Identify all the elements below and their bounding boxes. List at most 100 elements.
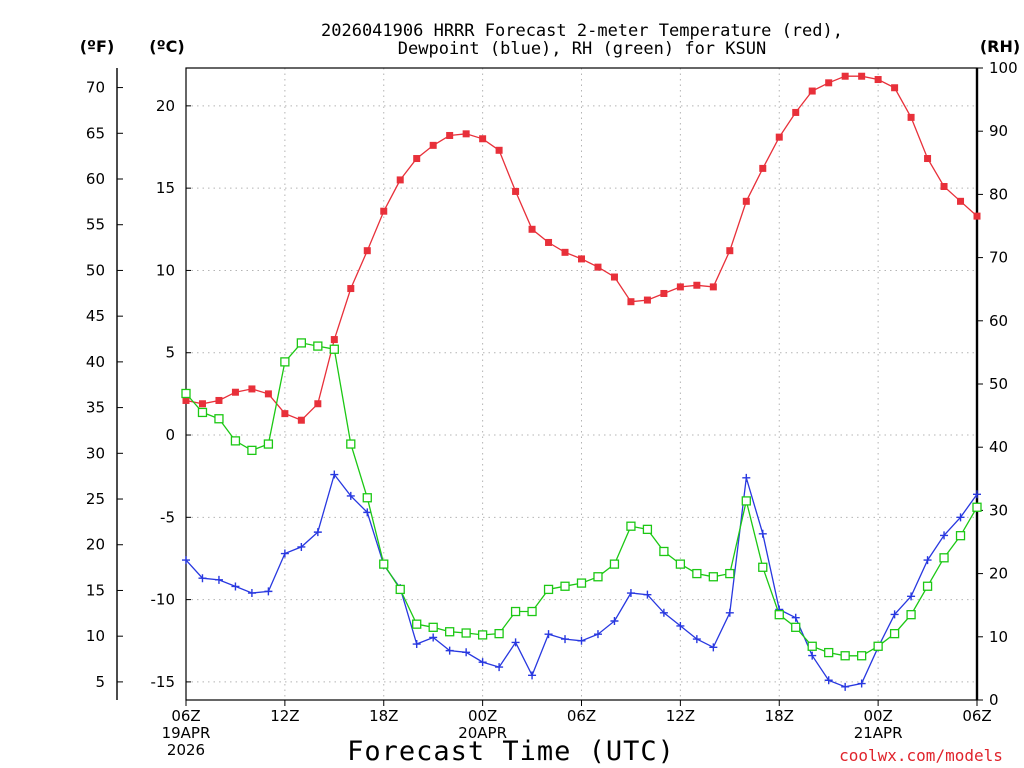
rh-point [659, 546, 669, 557]
temperature-point [182, 396, 190, 404]
rh-point [626, 521, 636, 531]
rh-point [214, 414, 224, 424]
dewpoint-point [907, 592, 916, 601]
temperature-point [759, 164, 767, 172]
chart-title-line-1: 2026041906 HRRR Forecast 2-meter Tempera… [321, 21, 843, 41]
temperature-point [858, 72, 866, 80]
celsius-unit-label: (ºC) [149, 37, 184, 56]
rh-point [576, 578, 587, 588]
celsius-tick-label: 0 [165, 426, 175, 444]
dewpoint-point [956, 513, 965, 522]
series-layer [181, 72, 982, 691]
celsius-tick-label: -15 [151, 673, 176, 691]
dewpoint-point [231, 582, 240, 591]
temperature-point [973, 212, 981, 220]
rh-point [461, 628, 471, 638]
dewpoint-point [363, 508, 372, 517]
rh-point [346, 439, 356, 449]
temperature-point [512, 187, 520, 195]
fahrenheit-tick-label: 30 [86, 444, 105, 462]
rh-point [972, 502, 982, 512]
rh-point [560, 581, 570, 591]
rh-point [230, 436, 241, 446]
dewpoint-point [824, 676, 833, 685]
fahrenheit-tick-label: 15 [86, 581, 105, 599]
temperature-point [462, 130, 470, 138]
temperature-point [594, 263, 602, 271]
temperature-point [907, 113, 915, 121]
fahrenheit-unit-label: (ºF) [80, 37, 115, 56]
fahrenheit-tick-label: 50 [86, 261, 105, 279]
rh-point [758, 562, 768, 572]
dewpoint-point [247, 589, 256, 598]
temperature-point [495, 146, 503, 154]
dewpoint-point [626, 589, 635, 598]
dewpoint-point [462, 648, 471, 657]
fahrenheit-tick-label: 5 [95, 673, 105, 691]
time-tick-label: 06Z [567, 707, 596, 725]
rh-tick-label: 70 [989, 249, 1008, 267]
dewpoint-point [643, 590, 652, 599]
dewpoint-point [577, 636, 586, 645]
temperature-point [775, 133, 783, 141]
temperature-point [693, 281, 701, 289]
rh-point [477, 630, 488, 640]
temperature-point [198, 400, 206, 408]
rh-point [939, 553, 949, 563]
celsius-tick-label: 15 [156, 179, 175, 197]
time-tick-label: 19APR [162, 724, 211, 742]
time-tick-label: 18Z [369, 707, 398, 725]
temperature-point [825, 79, 833, 87]
temperature-point [363, 247, 371, 255]
rh-point [543, 584, 554, 595]
rh-tick-label: 20 [989, 565, 1008, 583]
temperature-point [578, 255, 585, 263]
temperature-point [545, 238, 553, 246]
rh-point [922, 581, 933, 591]
time-tick-label: 00Z [468, 707, 497, 725]
celsius-axis: -15 -10 -5 0 5 10 15 20 [151, 97, 191, 691]
temperature-point [314, 400, 322, 408]
celsius-tick-label: -5 [160, 508, 175, 526]
dewpoint-point [725, 608, 734, 617]
temperature-point [297, 416, 305, 424]
rh-point [807, 641, 817, 651]
fahrenheit-tick-label: 45 [86, 307, 105, 325]
dewpoint-point [610, 617, 619, 625]
rh-point [692, 568, 702, 579]
rh-tick-label: 80 [989, 185, 1008, 203]
dewpoint-point [692, 635, 701, 644]
temperature-point [957, 197, 965, 205]
temperature-point [264, 390, 272, 398]
time-tick-label: 06Z [962, 707, 991, 725]
temperature-point [413, 155, 421, 163]
temperature-point [676, 283, 684, 291]
rh-tick-label: 100 [989, 59, 1018, 77]
rh-point [494, 628, 504, 639]
dewpoint-point [280, 549, 289, 558]
temperature-point [281, 410, 289, 418]
time-tick-label: 00Z [863, 707, 892, 725]
temperature-point [479, 135, 487, 143]
dewpoint-point [742, 473, 751, 482]
rh-point [313, 341, 323, 351]
dewpoint-point [495, 663, 504, 672]
temperature-point [808, 87, 816, 95]
fahrenheit-tick-label: 70 [86, 79, 105, 97]
time-tick-label: 12Z [666, 707, 695, 725]
temperature-point [215, 396, 223, 404]
rh-point [412, 619, 422, 629]
rh-line [185, 342, 978, 657]
rh-point [642, 524, 653, 535]
rh-point [741, 496, 751, 506]
rh-point [791, 622, 801, 632]
rh-series [181, 338, 982, 661]
temperature-point [429, 141, 437, 149]
temperature-point [446, 131, 454, 139]
fahrenheit-tick-label: 25 [86, 490, 105, 508]
dewpoint-point [313, 528, 322, 537]
x-axis-title: Forecast Time (UTC) [347, 736, 675, 767]
rh-point [247, 445, 257, 456]
